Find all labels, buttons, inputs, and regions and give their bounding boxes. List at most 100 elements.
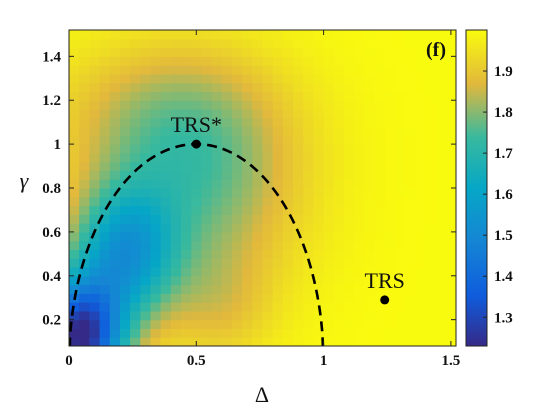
heatmap-cell bbox=[89, 38, 101, 49]
heatmap-cell bbox=[343, 135, 355, 145]
heatmap-cell bbox=[282, 135, 294, 145]
heatmap-cell bbox=[130, 310, 141, 321]
heatmap-cell bbox=[201, 117, 213, 128]
heatmap-cell bbox=[282, 100, 294, 110]
heatmap-cell bbox=[343, 100, 355, 110]
heatmap-cell bbox=[272, 328, 284, 338]
heatmap-cell bbox=[79, 310, 90, 321]
heatmap-cell bbox=[384, 328, 396, 338]
heatmap-cell bbox=[303, 205, 315, 215]
heatmap-cell bbox=[140, 293, 152, 303]
heatmap-cell bbox=[201, 135, 213, 145]
heatmap-cell bbox=[415, 284, 427, 294]
heatmap-cell bbox=[354, 126, 365, 136]
heatmap-cell bbox=[191, 275, 202, 286]
heatmap-cell bbox=[69, 205, 80, 215]
heatmap-cell bbox=[282, 170, 294, 180]
heatmap-cell bbox=[231, 152, 243, 163]
heatmap-cell bbox=[160, 319, 172, 330]
heatmap-cell bbox=[201, 267, 213, 277]
heatmap-cell bbox=[435, 214, 447, 224]
heatmap-cell bbox=[364, 91, 376, 101]
heatmap-cell bbox=[79, 135, 90, 145]
heatmap-cell bbox=[201, 47, 213, 57]
heatmap-cell bbox=[354, 275, 365, 286]
heatmap-cell bbox=[89, 293, 101, 303]
heatmap-cell bbox=[425, 100, 437, 110]
heatmap-cell bbox=[384, 267, 396, 277]
heatmap-cell bbox=[282, 205, 294, 215]
heatmap-cell bbox=[160, 214, 172, 224]
heatmap-cell bbox=[130, 82, 141, 93]
heatmap-cell bbox=[313, 205, 325, 215]
heatmap-cell bbox=[425, 302, 437, 312]
heatmap-cell bbox=[405, 196, 416, 207]
heatmap-cell bbox=[99, 170, 111, 180]
heatmap-cell bbox=[89, 310, 101, 321]
heatmap-cell bbox=[109, 65, 121, 75]
heatmap-cell bbox=[425, 240, 437, 251]
heatmap-cell bbox=[99, 231, 111, 242]
heatmap-cell bbox=[201, 302, 213, 312]
heatmap-cell bbox=[303, 100, 315, 110]
heatmap-cell bbox=[69, 38, 80, 49]
heatmap-cell bbox=[181, 188, 192, 198]
heatmap-cell bbox=[425, 73, 437, 84]
heatmap-cell bbox=[445, 231, 456, 242]
heatmap-cell bbox=[252, 284, 264, 294]
heatmap-cell bbox=[160, 135, 172, 145]
heatmap-cell bbox=[394, 179, 406, 189]
heatmap-cell bbox=[323, 47, 335, 57]
heatmap-cell bbox=[150, 249, 162, 259]
colorbar bbox=[465, 29, 488, 347]
heatmap-cell bbox=[79, 100, 90, 110]
heatmap-cell bbox=[99, 240, 111, 251]
heatmap-cell bbox=[140, 188, 152, 198]
heatmap-cell bbox=[293, 293, 304, 303]
heatmap-cell bbox=[384, 65, 396, 75]
heatmap-cell bbox=[435, 100, 447, 110]
heatmap-cell bbox=[191, 302, 202, 312]
heatmap-cell bbox=[272, 47, 284, 57]
heatmap-cell bbox=[231, 196, 243, 207]
heatmap-cell bbox=[252, 152, 264, 163]
heatmap-cell bbox=[79, 293, 90, 303]
heatmap-cell bbox=[313, 249, 325, 259]
heatmap-cell bbox=[201, 275, 213, 286]
heatmap-cell bbox=[221, 38, 233, 49]
heatmap-cell bbox=[282, 117, 294, 128]
heatmap-cell bbox=[435, 30, 447, 40]
heatmap-cell bbox=[211, 38, 223, 49]
heatmap-cell bbox=[293, 310, 304, 321]
heatmap-cell bbox=[170, 231, 182, 242]
heatmap-cell bbox=[333, 82, 345, 93]
heatmap-cell bbox=[150, 196, 162, 207]
heatmap-cell bbox=[211, 267, 223, 277]
heatmap-cell bbox=[160, 249, 172, 259]
heatmap-cell bbox=[119, 249, 131, 259]
heatmap-cell bbox=[79, 258, 90, 268]
heatmap-cell bbox=[303, 170, 315, 180]
heatmap-cell bbox=[333, 109, 345, 119]
heatmap-cell bbox=[435, 319, 447, 330]
heatmap-cell bbox=[160, 231, 172, 242]
heatmap-cell bbox=[425, 188, 437, 198]
heatmap-cell bbox=[425, 144, 437, 154]
heatmap-cell bbox=[170, 240, 182, 251]
heatmap-cell bbox=[109, 249, 121, 259]
heatmap-cell bbox=[364, 161, 376, 172]
heatmap-cell bbox=[89, 117, 101, 128]
heatmap-cell bbox=[211, 179, 223, 189]
heatmap-cell bbox=[415, 100, 427, 110]
heatmap-cell bbox=[79, 65, 90, 75]
heatmap-cell bbox=[333, 144, 345, 154]
heatmap-cell bbox=[211, 284, 223, 294]
heatmap-cell bbox=[445, 38, 456, 49]
heatmap-cell bbox=[150, 240, 162, 251]
heatmap-cell bbox=[333, 91, 345, 101]
heatmap-cell bbox=[150, 205, 162, 215]
heatmap-cell bbox=[89, 231, 101, 242]
heatmap-cell bbox=[170, 56, 182, 66]
heatmap-cell bbox=[170, 249, 182, 259]
heatmap-cell bbox=[415, 310, 427, 321]
